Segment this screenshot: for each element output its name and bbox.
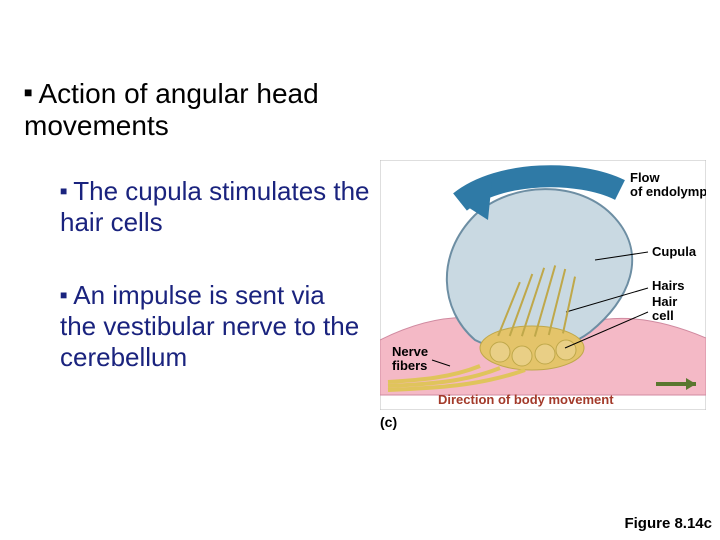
cupula-figure: Flow of endolymph Cupula Hairs Hair cell…: [380, 160, 706, 410]
label-haircell-2: cell: [652, 308, 674, 323]
sub-bullet-1: ■The cupula stimulates the hair cells: [60, 176, 370, 238]
label-nerve-2: fibers: [392, 358, 427, 373]
label-flow-2: of endolymph: [630, 184, 706, 199]
bullet-square-icon: ■: [60, 184, 67, 198]
bullet-square-icon: ■: [60, 288, 67, 302]
sub-bullet-2: ■An impulse is sent via the vestibular n…: [60, 280, 360, 373]
bullet-square-icon: ■: [24, 84, 32, 100]
label-nerve-1: Nerve: [392, 344, 428, 359]
label-haircell-1: Hair: [652, 294, 677, 309]
figure-caption: Figure 8.14c: [624, 515, 712, 532]
label-cupula: Cupula: [652, 244, 697, 259]
cupula-svg: Flow of endolymph Cupula Hairs Hair cell…: [380, 160, 706, 410]
sub-bullet-2-text: An impulse is sent via the vestibular ne…: [60, 280, 359, 372]
main-bullet-text: Action of angular head movements: [24, 78, 319, 141]
label-direction: Direction of body movement: [438, 392, 614, 407]
panel-label: (c): [380, 414, 397, 430]
sub-bullet-1-text: The cupula stimulates the hair cells: [60, 176, 370, 237]
label-hairs: Hairs: [652, 278, 685, 293]
main-bullet: ■Action of angular head movements: [24, 78, 404, 142]
label-flow-1: Flow: [630, 170, 660, 185]
